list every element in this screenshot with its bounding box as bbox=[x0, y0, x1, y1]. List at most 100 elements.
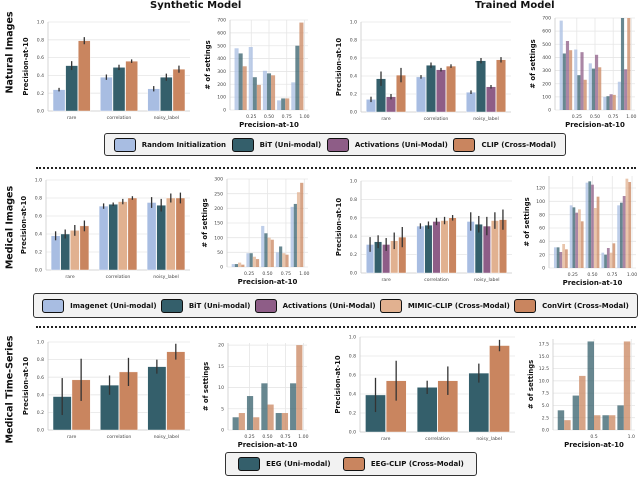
bar bbox=[416, 387, 438, 433]
histogram-bar bbox=[261, 383, 268, 430]
x-tick-label: 1.00 bbox=[298, 434, 308, 440]
chart-timeseries-synthetic-histogram: 0 5 10 15 20 # of settings 0.25 0.50 0.75 1.00Pre… bbox=[202, 343, 309, 449]
x-tick-label: 1.00 bbox=[299, 114, 309, 120]
x-tick-label: noisy_label bbox=[473, 116, 499, 122]
bar bbox=[436, 69, 446, 113]
y-tick-label: 20 bbox=[218, 343, 224, 349]
histogram-bar bbox=[612, 94, 616, 110]
x-tick-label: correlation bbox=[425, 436, 450, 442]
bar bbox=[127, 197, 138, 271]
column-title-trained: Trained Model bbox=[475, 0, 555, 11]
x-tick-label: correlation bbox=[424, 116, 449, 122]
y-tick-label: 0.2 bbox=[37, 91, 44, 97]
histogram-bar bbox=[625, 178, 629, 268]
chart-natural-synthetic-histogram: 0 100 200 300 400 500 600 700 # of settings 0.25 0… bbox=[204, 18, 310, 129]
histogram-bar bbox=[238, 53, 243, 110]
histogram-bar bbox=[264, 233, 268, 267]
y-tick-label: 300 bbox=[217, 69, 226, 75]
y-axis-label: # of settings bbox=[527, 360, 535, 409]
y-axis-label: Precision-at-10 bbox=[20, 196, 28, 254]
y-tick-label: 0.0 bbox=[350, 271, 357, 277]
histogram-bar bbox=[617, 205, 620, 268]
histogram-bar bbox=[290, 383, 297, 430]
bar bbox=[125, 60, 138, 112]
legend-item: Activations (Uni-Modal) bbox=[254, 298, 376, 313]
y-tick-label: 0.6 bbox=[37, 375, 44, 381]
histogram-bar bbox=[580, 52, 584, 110]
histogram-bar bbox=[595, 54, 599, 110]
histogram-bar bbox=[579, 375, 586, 430]
histogram-bar bbox=[300, 182, 304, 267]
y-tick-label: 400 bbox=[542, 55, 551, 61]
x-tick-label: correlation bbox=[107, 115, 132, 121]
y-tick-label: 200 bbox=[542, 81, 551, 87]
chart-timeseries-trained-bar: 0.0 0.2 0.4 0.6 0.8 1.0 Precision-at-10 rare cor… bbox=[334, 335, 515, 442]
bar bbox=[156, 204, 166, 271]
y-tick-label: 600 bbox=[542, 29, 551, 35]
legend-label: BiT (Uni-modal) bbox=[188, 301, 251, 310]
x-tick-label: 0.25 bbox=[246, 114, 256, 120]
y-tick-label: 0.4 bbox=[350, 74, 357, 80]
bar bbox=[98, 205, 109, 271]
legend-swatch bbox=[514, 298, 537, 313]
x-tick-label: 0.75 bbox=[281, 271, 291, 277]
histogram-bar bbox=[277, 100, 282, 110]
legend-swatch bbox=[113, 137, 136, 152]
y-tick-label: 400 bbox=[217, 56, 226, 62]
histogram-bar bbox=[282, 253, 286, 267]
histogram-bar bbox=[253, 417, 260, 430]
legend-item: ConVirt (Cross-Modal) bbox=[514, 298, 629, 313]
histogram-bar bbox=[612, 243, 616, 268]
histogram-bar bbox=[246, 396, 254, 430]
y-tick-label: 0.0 bbox=[349, 430, 356, 436]
bar bbox=[424, 224, 433, 274]
y-tick-label: 7.5 bbox=[542, 391, 549, 397]
bar bbox=[166, 197, 176, 271]
legend-label: Random Initialization bbox=[141, 140, 227, 149]
y-tick-label: 40 bbox=[539, 239, 545, 245]
x-tick-label: noisy_label bbox=[153, 274, 179, 280]
x-axis-label: Precision-at-10 bbox=[563, 279, 623, 287]
chart-natural-trained-histogram: 0 100 200 300 400 500 600 700 # of settings 0.25 0… bbox=[529, 16, 637, 129]
y-axis-label: Precision-at-10 bbox=[22, 37, 30, 95]
histogram-bar bbox=[232, 417, 239, 430]
legend-label: MIMIC-CLIP (Cross-Modal) bbox=[407, 301, 510, 310]
y-tick-label: 700 bbox=[542, 16, 551, 22]
histogram-bar bbox=[572, 207, 576, 268]
bar bbox=[78, 40, 91, 112]
histogram-bar bbox=[565, 41, 570, 110]
row-separator bbox=[36, 326, 636, 328]
y-tick-label: 0.4 bbox=[349, 392, 356, 398]
y-axis-label: Precision-at-10 bbox=[22, 357, 30, 415]
y-tick-label: 80 bbox=[539, 212, 545, 218]
histogram-bar bbox=[594, 415, 601, 430]
y-axis-label: # of settings bbox=[204, 40, 212, 89]
histogram-bar bbox=[596, 196, 600, 268]
y-tick-label: 100 bbox=[214, 235, 223, 241]
histogram-bar bbox=[267, 237, 271, 267]
y-tick-label: 0 bbox=[548, 108, 551, 114]
histogram-bar bbox=[606, 96, 610, 110]
x-tick-label: 1.0 bbox=[628, 434, 635, 440]
histogram-bar bbox=[622, 196, 626, 268]
histogram-bar bbox=[256, 84, 261, 110]
histogram-bar bbox=[241, 264, 245, 267]
x-axis-label: Precision-at-10 bbox=[238, 278, 298, 286]
histogram-bar bbox=[557, 410, 565, 430]
y-axis-label: # of settings bbox=[523, 197, 531, 246]
legend-item: Activations (Uni-Modal) bbox=[326, 137, 448, 152]
y-tick-label: 5 bbox=[221, 406, 224, 412]
y-tick-label: 0.8 bbox=[37, 37, 44, 43]
chart-timeseries-trained-histogram: 0.0 2.5 5.0 7.5 10.0 12.5 15.0 17.5 # of setting… bbox=[527, 339, 635, 449]
histogram-bar bbox=[296, 192, 301, 267]
x-tick-label: correlation bbox=[424, 277, 449, 283]
legend-natural: Random Initialization BiT (Uni-modal) Acti… bbox=[104, 133, 566, 156]
histogram-bar bbox=[234, 264, 239, 267]
x-tick-label: rare bbox=[67, 434, 76, 440]
histogram-bar bbox=[562, 244, 566, 268]
histogram-bar bbox=[604, 254, 607, 268]
histogram-bar bbox=[248, 47, 253, 110]
y-tick-label: 17.5 bbox=[539, 342, 549, 348]
y-tick-label: 0.8 bbox=[350, 38, 357, 44]
chart-medical-trained-bar: 0.0 0.2 0.4 0.6 0.8 1.0 Precision-at-10 rare cor… bbox=[335, 179, 512, 283]
